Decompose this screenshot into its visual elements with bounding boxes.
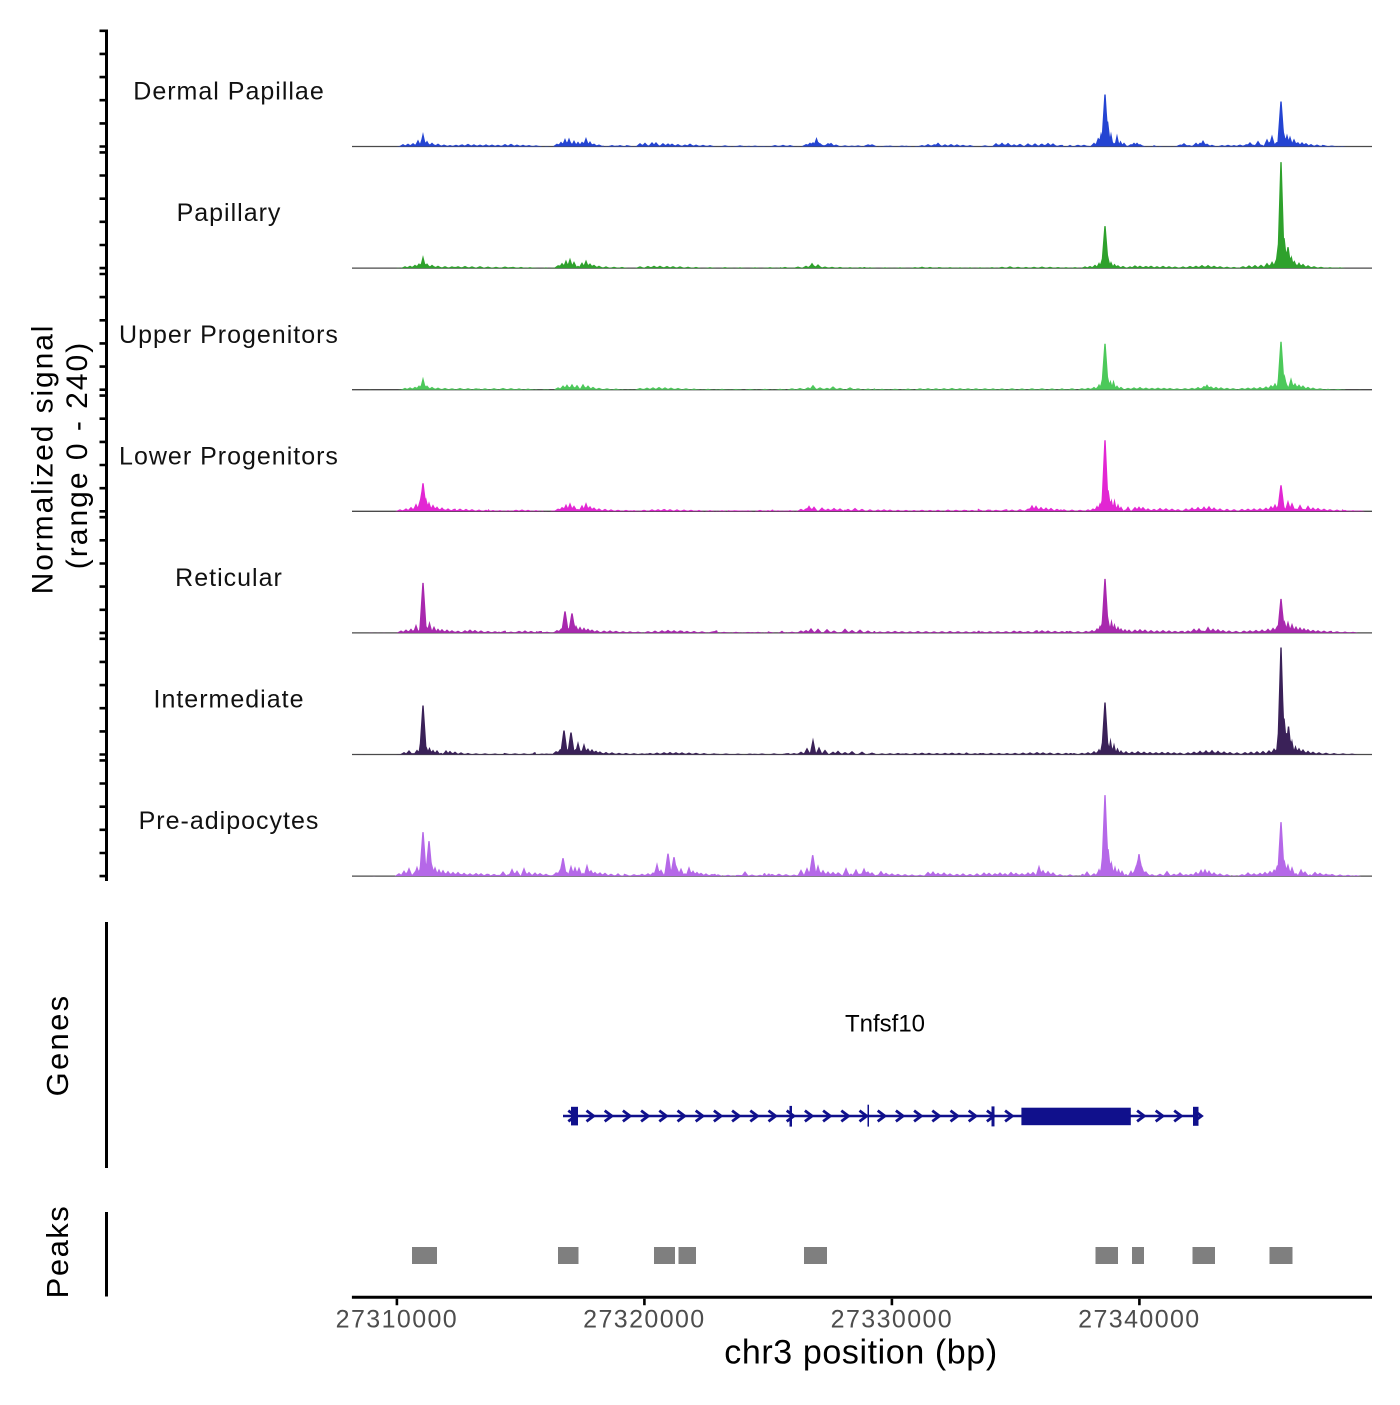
svg-text:(range 0 - 240): (range 0 - 240) bbox=[61, 341, 94, 569]
svg-text:27310000: 27310000 bbox=[336, 1306, 458, 1334]
svg-text:Dermal Papillae: Dermal Papillae bbox=[133, 78, 324, 106]
svg-text:Pre-adipocytes: Pre-adipocytes bbox=[139, 807, 320, 835]
svg-text:chr3 position (bp): chr3 position (bp) bbox=[724, 1334, 998, 1372]
svg-text:Genes: Genes bbox=[40, 994, 75, 1097]
svg-text:27330000: 27330000 bbox=[831, 1306, 953, 1334]
svg-text:Tnfsf10: Tnfsf10 bbox=[845, 1011, 925, 1038]
svg-text:Peaks: Peaks bbox=[40, 1205, 75, 1299]
svg-text:Lower Progenitors: Lower Progenitors bbox=[119, 442, 339, 470]
svg-text:Papillary: Papillary bbox=[177, 199, 282, 227]
svg-text:27340000: 27340000 bbox=[1078, 1306, 1200, 1334]
svg-text:Normalized signal: Normalized signal bbox=[27, 324, 60, 595]
svg-text:Reticular: Reticular bbox=[175, 564, 283, 592]
svg-text:Intermediate: Intermediate bbox=[154, 686, 305, 714]
svg-text:27320000: 27320000 bbox=[583, 1306, 705, 1334]
svg-text:Upper Progenitors: Upper Progenitors bbox=[119, 321, 339, 349]
